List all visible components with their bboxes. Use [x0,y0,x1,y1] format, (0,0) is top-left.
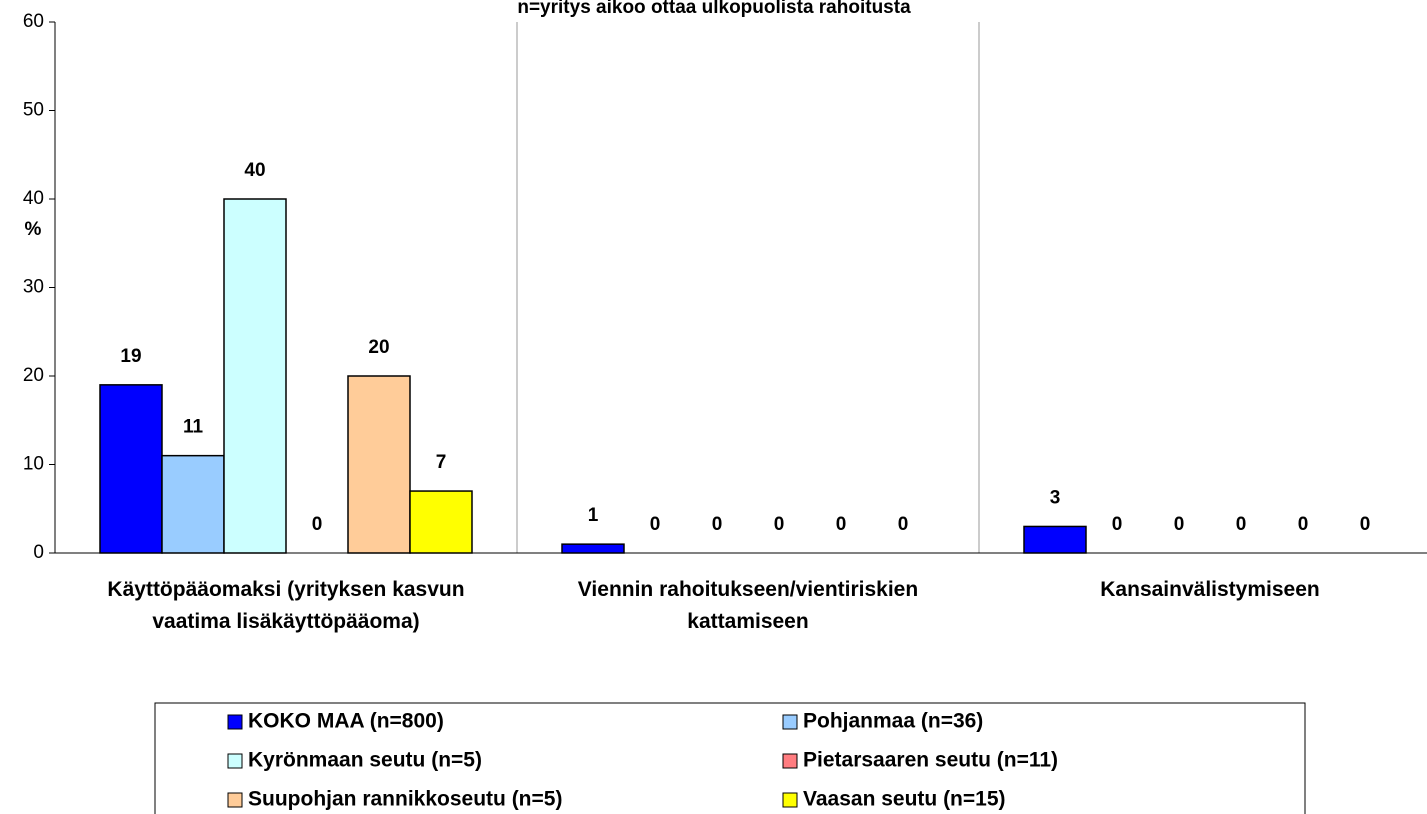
data-label: 0 [774,514,785,535]
data-label: 0 [1360,514,1371,535]
data-label: 19 [120,346,141,367]
data-label: 0 [650,514,661,535]
legend-swatch [227,753,243,769]
legend-swatch [782,792,798,808]
data-label: 0 [836,514,847,535]
x-tick-label: Kansainvälistymiseen [1100,578,1320,601]
legend-swatch [227,792,243,808]
data-label: 40 [244,160,265,181]
bar [99,384,163,554]
y-tick-label: 30 [23,277,44,298]
data-label: 0 [1298,514,1309,535]
y-tick-label: 0 [33,542,44,563]
data-label: 0 [1112,514,1123,535]
legend-swatch [782,753,798,769]
legend-label: Vaasan seutu (n=15) [803,788,1006,811]
data-label: 0 [898,514,909,535]
data-label: 20 [368,337,389,358]
x-tick-label: Viennin rahoitukseen/vientiriskien katta… [577,578,919,633]
bar [347,375,411,554]
chart-title: n=yritys aikoo ottaa ulkopuolista rahoit… [517,0,911,18]
data-label: 0 [1174,514,1185,535]
legend-label: Pietarsaaren seutu (n=11) [803,749,1058,772]
bar [409,490,473,554]
legend-box [154,702,1306,814]
data-label: 3 [1050,487,1061,508]
data-label: 0 [312,514,323,535]
y-tick-label: 20 [23,365,44,386]
x-tick-label: Käyttöpääomaksi (yrityksen kasvun vaatim… [107,578,465,633]
data-label: 7 [436,452,447,473]
y-tick-label: 40 [23,188,44,209]
y-axis-label: % [25,219,42,240]
bar [161,454,225,554]
legend-label: Pohjanmaa (n=36) [803,710,983,733]
data-label: 1 [588,505,599,526]
data-label: 0 [1236,514,1247,535]
y-tick-label: 60 [23,11,44,32]
y-tick-label: 50 [23,100,44,121]
legend-label: Suupohjan rannikkoseutu (n=5) [248,788,562,811]
bar [223,198,287,554]
legend-swatch [227,714,243,730]
data-label: 0 [712,514,723,535]
y-tick-label: 10 [23,454,44,475]
bar [1023,525,1087,554]
legend-label: Kyrönmaan seutu (n=5) [248,749,482,772]
legend-swatch [782,714,798,730]
bar [561,543,625,554]
data-label: 11 [183,417,204,438]
legend-label: KOKO MAA (n=800) [248,710,444,733]
